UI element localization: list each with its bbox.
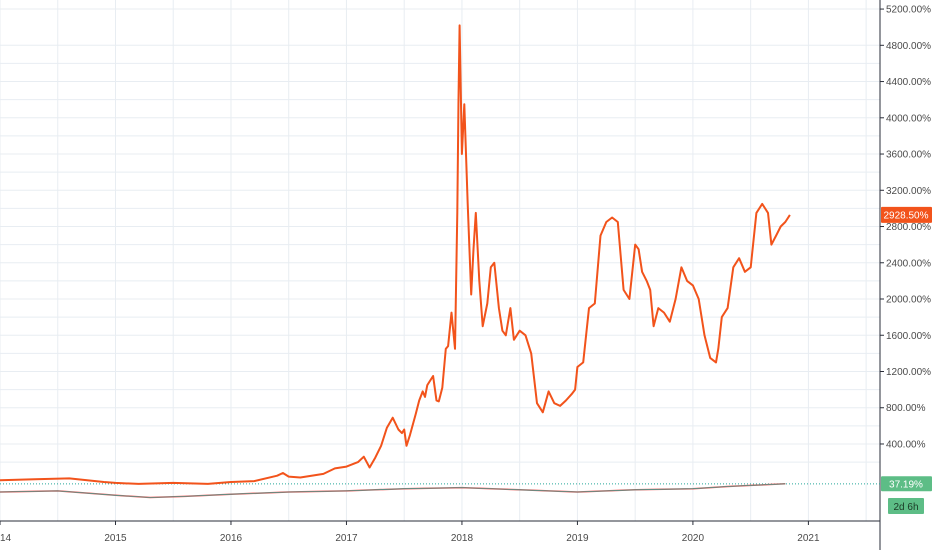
secondary-series xyxy=(0,483,880,499)
last-value-badge-secondary: 37.19% xyxy=(881,476,932,492)
y-tick-label-2: 1200.00% xyxy=(886,367,931,378)
last-value-secondary: 37.19% xyxy=(889,479,923,490)
grid xyxy=(0,0,880,521)
y-tick-label-3: 1600.00% xyxy=(886,331,931,342)
last-value-main: 2928.50% xyxy=(883,210,928,221)
y-tick-label-4: 2000.00% xyxy=(886,295,931,306)
price-scale[interactable]: 400.00% 800.00% 1200.00% 1600.00% 2000.00% 24… xyxy=(880,5,931,451)
y-tick-label-12: 5200.00% xyxy=(886,5,931,16)
x-tick-label-0: 2014 xyxy=(0,533,12,544)
time-scale[interactable]: 2014 2015 2016 2017 2018 2019 2020 2021 xyxy=(0,521,820,544)
x-tick-label-7: 2021 xyxy=(797,533,820,544)
x-tick-label-2: 2016 xyxy=(220,533,243,544)
y-tick-label-6: 2800.00% xyxy=(886,222,931,233)
bar-countdown: 2d 6h xyxy=(893,502,918,513)
y-tick-label-1: 800.00% xyxy=(886,403,926,414)
main-series-line xyxy=(0,24,791,485)
last-value-badge-main: 2928.50% xyxy=(881,206,932,223)
y-tick-label-11: 4800.00% xyxy=(886,41,931,52)
y-tick-label-9: 4000.00% xyxy=(886,113,931,124)
x-tick-label-5: 2019 xyxy=(566,533,589,544)
x-tick-label-4: 2018 xyxy=(451,533,474,544)
y-tick-label-10: 4400.00% xyxy=(886,77,931,88)
secondary-series-line-overlay xyxy=(0,483,786,498)
countdown-badge: 2d 6h xyxy=(888,498,924,514)
x-tick-label-1: 2015 xyxy=(104,533,127,544)
y-tick-label-8: 3600.00% xyxy=(886,150,931,161)
y-tick-label-7: 3200.00% xyxy=(886,186,931,197)
x-tick-label-3: 2017 xyxy=(335,533,358,544)
x-tick-label-6: 2020 xyxy=(682,533,705,544)
y-tick-label-5: 2400.00% xyxy=(886,258,931,269)
y-tick-label-0: 400.00% xyxy=(886,439,926,450)
